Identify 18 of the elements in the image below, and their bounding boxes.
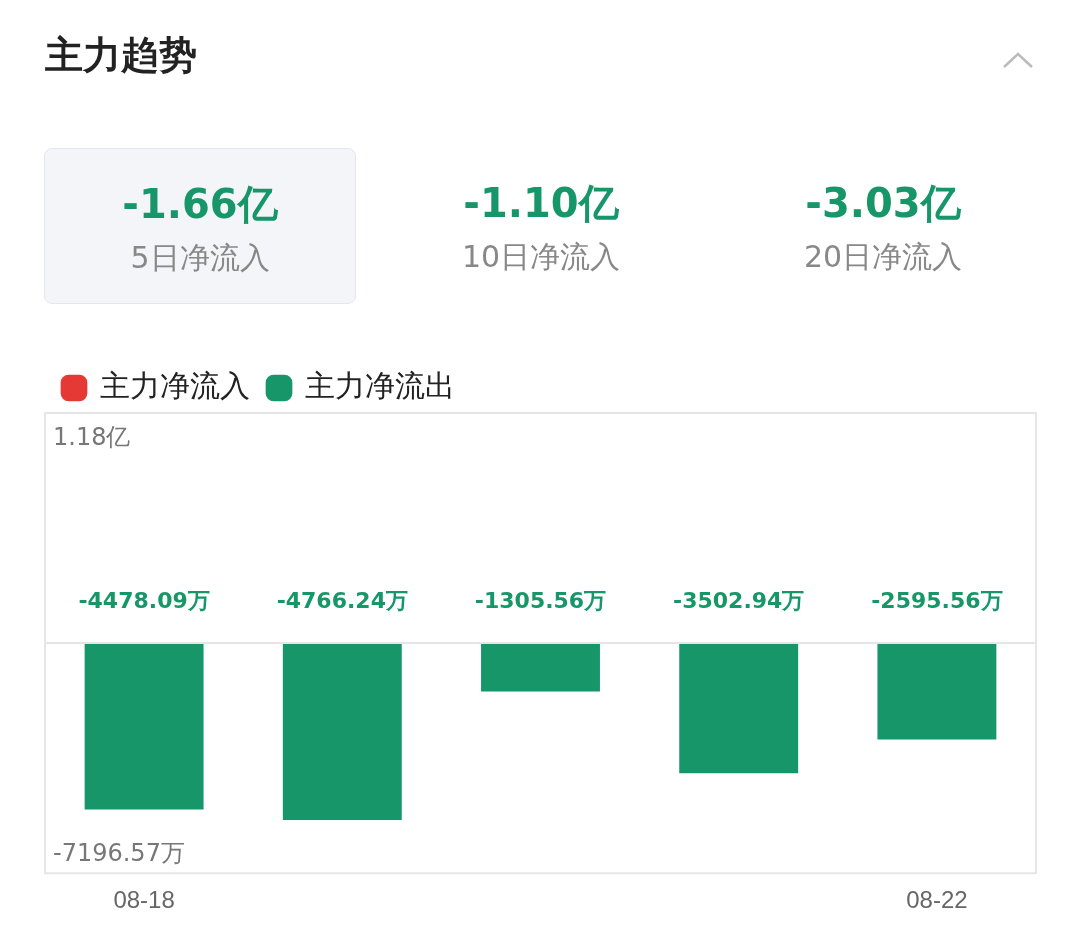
text: -3.03亿 (804, 179, 962, 228)
x-tick-label: 08-18 (113, 886, 175, 914)
data-label: -4766.24万 (276, 587, 408, 613)
text: -1.10亿 (462, 179, 620, 228)
text: -7196.57万 (53, 839, 185, 868)
data-label: -1305.56万 (474, 587, 607, 613)
x-tick-label: 08-22 (906, 886, 968, 914)
data-label: -2595.56万 (871, 587, 1003, 613)
text: 5日净流入 (129, 239, 271, 277)
data-label: -3502.94万 (673, 587, 805, 613)
text: 10日净流入 (460, 238, 622, 276)
legend-label: 主力净流出 (305, 367, 455, 403)
data-label: -4478.09万 (78, 587, 210, 613)
text: 1.18亿 (53, 423, 131, 452)
text: 主力趋势 (45, 32, 197, 79)
text: -1.66亿 (121, 180, 279, 229)
text: 20日净流入 (802, 238, 964, 276)
legend-label: 主力净流入 (100, 367, 250, 403)
